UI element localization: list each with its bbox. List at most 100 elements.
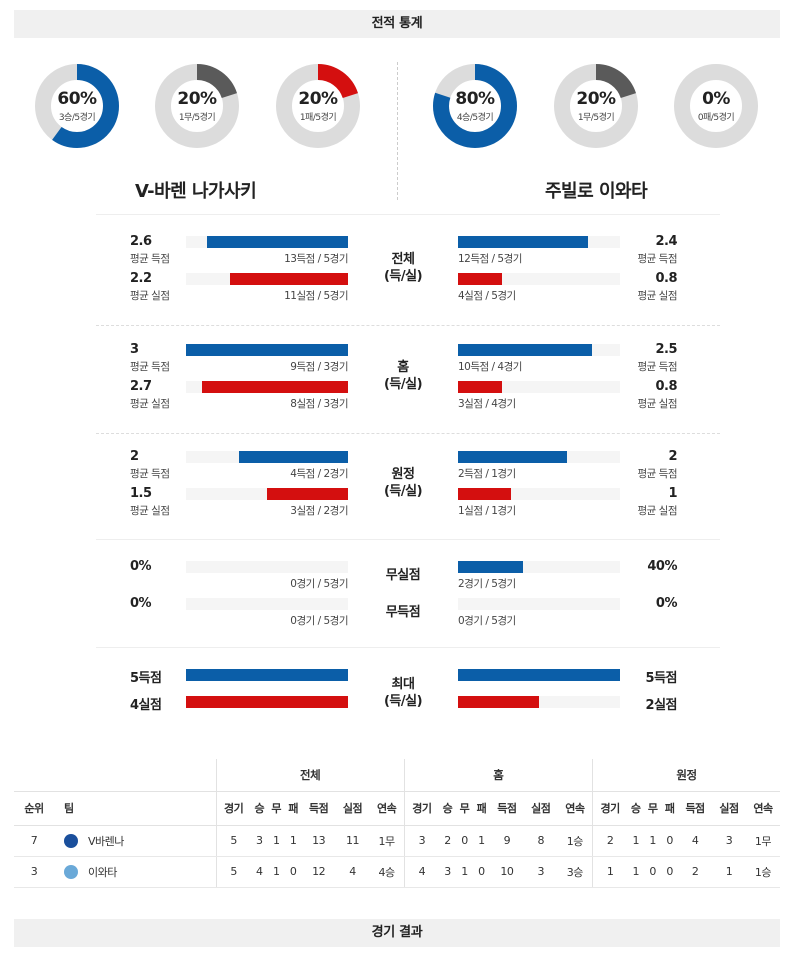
home-count: 0경기 / 5경기: [290, 615, 348, 627]
away-bar: [458, 451, 567, 463]
away-donut-0: 80% 4승/5경기: [433, 64, 517, 148]
away-bar: [458, 381, 502, 393]
column-header: 실점: [335, 790, 370, 826]
donut-subtitle: 1패/5경기: [299, 113, 337, 123]
away-value: 2.5: [655, 342, 677, 357]
separator: [96, 433, 720, 434]
donut-arc: [433, 64, 517, 148]
donut-arc: [155, 64, 239, 148]
bar-track: [186, 561, 348, 573]
all-stat-cell: 4: [335, 856, 370, 888]
home-label: 평균 득점: [130, 468, 170, 480]
home-count: 9득점 / 3경기: [290, 361, 348, 373]
home-count: 13득점 / 5경기: [284, 253, 348, 265]
team-divider: [397, 62, 398, 200]
home-bar: [239, 451, 348, 463]
away-stat-cell: 1: [627, 825, 645, 857]
all-stat-cell: 1: [267, 825, 285, 857]
column-header: 무: [267, 790, 285, 826]
away-count: 1실점 / 1경기: [458, 505, 516, 517]
home-bar: [186, 696, 348, 708]
column-header: 실점: [523, 790, 558, 826]
away-bar: [458, 696, 539, 708]
category-sublabel: (득/실): [383, 484, 423, 499]
home-stat-cell: 1승: [557, 825, 593, 857]
home-stat-cell: 3: [439, 856, 456, 888]
column-header: 실점: [712, 790, 746, 826]
home-count: 0경기 / 5경기: [290, 578, 348, 590]
home-count: 4득점 / 2경기: [290, 468, 348, 480]
category-label: 원정: [391, 467, 415, 482]
donut-percent: 20%: [576, 89, 616, 109]
column-header: 경기: [215, 790, 251, 826]
home-value: 2.2: [130, 271, 152, 286]
donut-percent: 80%: [455, 89, 495, 109]
donut-percent: 0%: [702, 89, 730, 109]
column-header: 승: [627, 790, 645, 826]
away-count: 4실점 / 5경기: [458, 290, 516, 302]
all-stat-cell: 1: [267, 856, 285, 888]
away-label: 평균 실점: [637, 290, 678, 302]
donut-subtitle: 1무/5경기: [178, 113, 216, 123]
home-stat-cell: 1: [472, 825, 490, 857]
away-label: 평균 득점: [637, 468, 678, 480]
donut-arc: [554, 64, 638, 148]
separator: [96, 539, 720, 540]
category-label: 최대: [391, 677, 415, 692]
rank-header: 순위: [14, 790, 54, 826]
away-stat-cell: 1승: [745, 856, 780, 888]
home-label: 평균 득점: [130, 361, 170, 373]
away-count: 2경기 / 5경기: [458, 578, 516, 590]
away-team-name: 주빌로 이와타: [545, 181, 648, 202]
category-label: 홈: [397, 360, 409, 375]
donut-chart: [554, 64, 638, 148]
away-donut-1: 20% 1무/5경기: [554, 64, 638, 148]
team-logo-icon: [64, 864, 78, 879]
away-value: 40%: [647, 559, 677, 574]
standings-table: 전체 홈 원정 순위 팀 경기 승 무 패 득점 실점 연속 경기 승 무 패 득점 실점 연속 경기 승 무 패…: [14, 759, 780, 888]
donut-track: [674, 64, 758, 148]
donut-percent: 20%: [298, 89, 338, 109]
away-bar: [458, 236, 588, 248]
home-label: 평균 실점: [130, 290, 170, 302]
away-stat-cell: 2: [678, 856, 713, 888]
home-value: 1.5: [130, 486, 152, 501]
home-stat-cell: 2: [439, 825, 456, 857]
away-bar: [458, 488, 512, 500]
away-count: 2득점 / 1경기: [458, 468, 516, 480]
bar-track: [186, 598, 348, 610]
column-header: 무: [455, 790, 473, 826]
home-stat-cell: 1: [455, 856, 473, 888]
away-stat-cell: 1: [627, 856, 645, 888]
home-label: 평균 실점: [130, 505, 170, 517]
donut-percent: 60%: [57, 89, 97, 109]
team-name-cell: V바렌나: [88, 834, 124, 848]
home-value: 0%: [130, 596, 152, 611]
away-bar: [458, 561, 523, 573]
all-stat-cell: 1무: [369, 825, 405, 857]
home-stat-cell: 10: [489, 856, 524, 888]
standings-column-header: 순위 팀 경기 승 무 패 득점 실점 연속 경기 승 무 패 득점 실점 연속 경기 승 무 패 득점 실점 연속: [14, 790, 780, 826]
column-header: 경기: [591, 790, 628, 826]
home-bar: [202, 381, 348, 393]
all-stat-cell: 4: [250, 856, 268, 888]
column-header: 승: [439, 790, 456, 826]
away-label: 평균 실점: [637, 398, 678, 410]
column-header: 득점: [489, 790, 524, 826]
away-count: 10득점 / 4경기: [458, 361, 522, 373]
group-away-label: 원정: [591, 759, 780, 791]
column-header: 패: [661, 790, 679, 826]
away-count: 0경기 / 5경기: [458, 615, 516, 627]
column-header: 득점: [678, 790, 713, 826]
away-count: 3실점 / 4경기: [458, 398, 516, 410]
donut-arc: [276, 64, 360, 148]
column-header: 득점: [301, 790, 336, 826]
team-cell: V바렌나: [54, 825, 216, 857]
all-stat-cell: 13: [301, 825, 336, 857]
away-label: 평균 득점: [637, 253, 678, 265]
home-value: 4실점: [130, 698, 162, 713]
group-home-label: 홈: [403, 759, 593, 791]
away-stat-cell: 1: [644, 825, 662, 857]
all-stat-cell: 0: [284, 856, 302, 888]
away-count: 12득점 / 5경기: [458, 253, 522, 265]
